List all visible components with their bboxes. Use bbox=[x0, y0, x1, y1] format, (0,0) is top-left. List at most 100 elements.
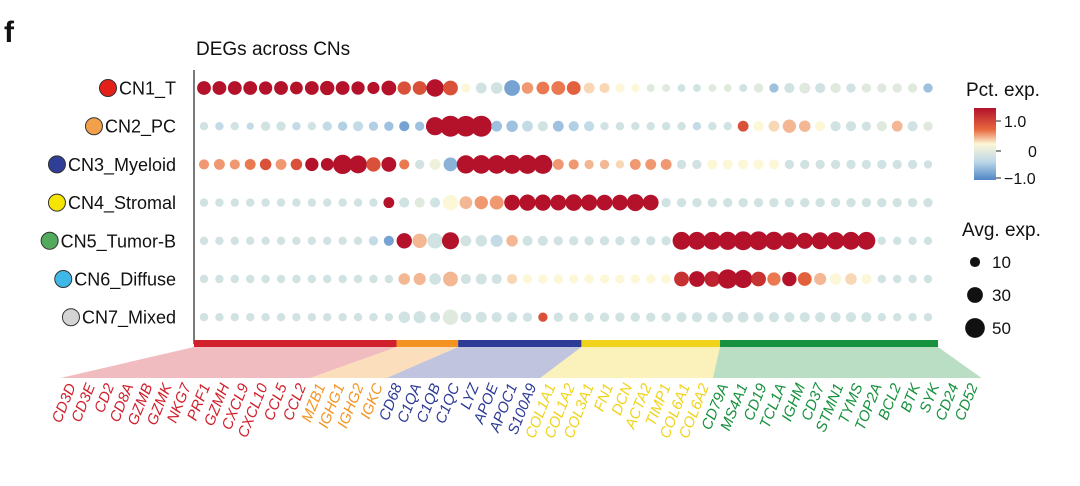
dot bbox=[425, 117, 445, 136]
dot bbox=[198, 159, 210, 170]
dot bbox=[369, 198, 378, 207]
dot bbox=[568, 159, 579, 170]
dot bbox=[892, 159, 902, 170]
dot bbox=[212, 81, 227, 95]
dot bbox=[893, 313, 902, 322]
dot bbox=[923, 274, 933, 284]
size-legend-dot bbox=[967, 287, 983, 303]
dot bbox=[353, 274, 363, 284]
dot bbox=[519, 194, 536, 211]
dot bbox=[353, 313, 363, 322]
size-legend-label: 10 bbox=[992, 253, 1011, 272]
dot bbox=[661, 274, 671, 284]
dot bbox=[811, 232, 829, 250]
dot bbox=[708, 84, 717, 92]
dot bbox=[907, 159, 918, 170]
dot bbox=[553, 274, 563, 284]
dot bbox=[782, 271, 797, 287]
dot bbox=[861, 83, 872, 93]
dot bbox=[676, 159, 687, 170]
row-label: CN4_Stromal bbox=[68, 193, 176, 214]
color-legend-bar bbox=[974, 108, 996, 180]
dot bbox=[877, 274, 886, 284]
dot bbox=[491, 312, 502, 323]
dot bbox=[307, 274, 317, 284]
dot bbox=[215, 313, 224, 322]
dot bbox=[230, 198, 239, 207]
dot bbox=[337, 121, 348, 131]
dot bbox=[320, 158, 334, 171]
row-color-marker bbox=[47, 155, 66, 174]
row-color-marker bbox=[98, 79, 117, 97]
dot bbox=[246, 198, 255, 207]
dot bbox=[384, 313, 394, 322]
dot bbox=[861, 197, 872, 208]
dot bbox=[274, 81, 288, 95]
dot bbox=[689, 271, 705, 287]
dot bbox=[197, 81, 211, 95]
group-bar bbox=[194, 340, 397, 347]
dot bbox=[292, 198, 301, 207]
dot bbox=[923, 236, 933, 245]
dot bbox=[474, 195, 488, 210]
dot bbox=[441, 232, 459, 250]
dot bbox=[646, 122, 655, 131]
dot bbox=[784, 159, 795, 170]
dot bbox=[646, 236, 656, 246]
dot bbox=[537, 121, 548, 132]
dot bbox=[460, 311, 472, 323]
dot bbox=[323, 313, 332, 322]
group-bars bbox=[194, 340, 938, 347]
dot bbox=[304, 81, 319, 95]
dot bbox=[815, 312, 826, 323]
dot bbox=[768, 312, 780, 323]
dot bbox=[276, 236, 286, 245]
dot bbox=[923, 121, 933, 131]
dot bbox=[877, 236, 886, 245]
row-labels: CN1_T CN2_PC CN3_Myeloid CN4_Stromal CN5_Tum… bbox=[40, 79, 176, 329]
dot bbox=[489, 195, 504, 210]
dot bbox=[661, 312, 671, 322]
dot bbox=[799, 120, 811, 132]
dot bbox=[723, 197, 733, 208]
dot bbox=[455, 115, 477, 137]
dot bbox=[292, 122, 301, 131]
dot bbox=[230, 313, 239, 322]
dot bbox=[908, 236, 917, 245]
dot bbox=[769, 197, 779, 208]
dot bbox=[323, 236, 332, 245]
dot bbox=[352, 121, 364, 132]
dot bbox=[826, 232, 845, 250]
dot bbox=[565, 194, 583, 211]
dot bbox=[569, 274, 579, 284]
dot bbox=[830, 82, 841, 94]
dot bbox=[276, 313, 286, 322]
dot bbox=[415, 121, 425, 131]
dot bbox=[768, 120, 780, 132]
dot bbox=[830, 312, 841, 323]
dot bbox=[506, 120, 518, 132]
dot bbox=[552, 120, 564, 132]
dot bbox=[693, 84, 701, 92]
dot bbox=[569, 236, 579, 246]
dot bbox=[292, 236, 301, 245]
dot bbox=[876, 121, 887, 132]
dot bbox=[780, 232, 798, 250]
dot bbox=[460, 273, 471, 285]
size-legend-label: 30 bbox=[992, 286, 1011, 305]
dot bbox=[243, 81, 258, 95]
dot bbox=[230, 122, 239, 131]
dot bbox=[199, 198, 209, 207]
dot bbox=[399, 159, 410, 170]
dot bbox=[338, 313, 347, 322]
color-legend: Pct. exp. 1.0 0 −1.0 bbox=[966, 80, 1040, 188]
dot bbox=[796, 232, 813, 249]
dot bbox=[599, 274, 610, 284]
dot bbox=[384, 121, 394, 131]
color-legend-tick-label: 0 bbox=[1028, 144, 1037, 161]
dot bbox=[230, 236, 239, 245]
dot bbox=[718, 269, 738, 289]
dot bbox=[738, 159, 749, 170]
dot bbox=[430, 312, 441, 323]
